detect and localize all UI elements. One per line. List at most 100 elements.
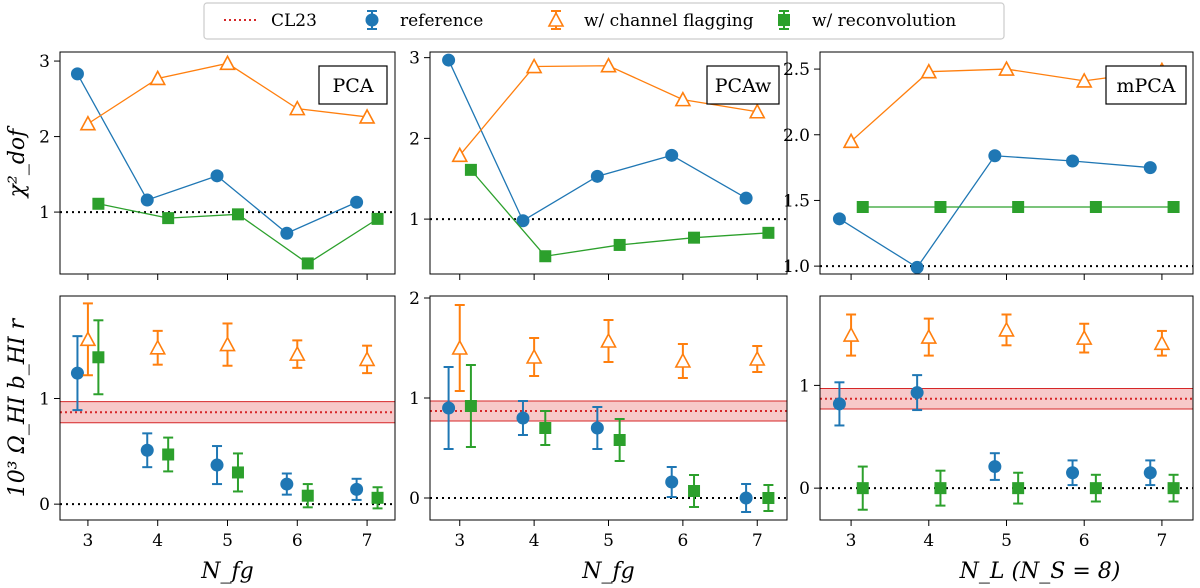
point-reconvolution xyxy=(613,434,626,446)
panel-pca-omega: 3 4 5 6 7 0 1 N_fg 10³ Ω_HI b_HI r xyxy=(5,295,396,584)
point-reconvolution xyxy=(934,482,947,495)
point-reference xyxy=(280,226,294,240)
point-reconvolution xyxy=(688,485,701,497)
y-axis-label: 10³ Ω_HI b_HI r xyxy=(5,317,30,497)
point-flagging xyxy=(288,345,306,361)
legend-label-reference: reference xyxy=(400,11,483,31)
point-reference xyxy=(210,458,224,472)
point-reconvolution xyxy=(464,400,477,412)
x-tick-label: 3 xyxy=(846,531,857,551)
series-reference xyxy=(832,149,1157,274)
point-reconvolution xyxy=(1089,482,1102,495)
point-reference xyxy=(665,148,679,162)
point-reference xyxy=(665,475,679,489)
point-flagging xyxy=(525,348,543,364)
y-tick-label: 1.0 xyxy=(783,257,810,277)
y-tick-label: 2.5 xyxy=(783,60,810,80)
point-reference xyxy=(1143,466,1157,480)
y-tick-label: 2 xyxy=(409,289,420,309)
point-flagging xyxy=(600,57,617,73)
point-reference xyxy=(1066,466,1080,480)
point-flagging xyxy=(842,326,860,342)
panel-label: mPCA xyxy=(1116,75,1175,97)
x-tick-label: 6 xyxy=(292,531,303,551)
point-reconvolution xyxy=(162,448,175,461)
point-reconvolution xyxy=(762,492,775,504)
panel-label-box xyxy=(1105,65,1187,105)
point-reference xyxy=(910,260,924,274)
y-tick-label: 2 xyxy=(409,129,420,149)
point-flagging xyxy=(920,328,938,344)
point-flagging xyxy=(1075,72,1093,88)
panel-label: PCAw xyxy=(715,75,772,97)
point-reconvolution xyxy=(856,201,869,214)
point-flagging xyxy=(288,99,306,116)
panel-pcaw-chi2: 1 2 3 PCAw xyxy=(409,49,788,280)
point-flagging xyxy=(1153,334,1171,351)
y-tick-label: 0 xyxy=(39,495,50,515)
y-tick-label: 1 xyxy=(39,389,50,409)
point-reconvolution xyxy=(92,197,105,210)
x-tick-label: 5 xyxy=(1001,531,1012,551)
point-reference xyxy=(1143,161,1157,175)
legend-flagging-marker xyxy=(547,10,565,30)
point-reconvolution xyxy=(301,489,314,502)
series-reconvolution xyxy=(464,364,775,512)
point-reference xyxy=(590,169,604,183)
panel-mpca-chi2: 1.0 1.5 2.0 2.5 mPCA xyxy=(783,51,1194,280)
point-reconvolution xyxy=(231,466,244,479)
y-tick-label: 1 xyxy=(799,376,810,396)
point-flagging xyxy=(998,60,1015,76)
x-tick-label: 3 xyxy=(454,531,465,551)
x-tick-label: 5 xyxy=(222,531,233,551)
x-tick-label: 4 xyxy=(529,531,540,551)
legend-label-reconvolution: w/ reconvolution xyxy=(812,11,956,31)
series-reconvolution xyxy=(92,197,384,270)
legend-reference-symbol xyxy=(365,13,379,27)
point-reconvolution xyxy=(231,208,244,221)
series-reconvolution xyxy=(856,465,1180,511)
point-reference xyxy=(1066,154,1080,168)
point-reconvolution xyxy=(92,351,105,364)
point-reference xyxy=(516,214,530,228)
point-reference xyxy=(910,386,924,400)
point-reconvolution xyxy=(1167,482,1180,495)
point-flagging xyxy=(149,69,167,86)
point-reference xyxy=(832,212,846,226)
series-reference xyxy=(442,53,753,228)
y-tick-label: 3 xyxy=(409,49,420,69)
series-reconvolution xyxy=(464,163,775,263)
y-tick-label: 2.0 xyxy=(783,126,810,146)
y-axis-label: χ²_dof xyxy=(5,125,30,199)
point-flagging xyxy=(149,339,167,355)
series-reconvolution xyxy=(92,319,384,510)
point-reconvolution xyxy=(539,250,552,263)
point-reconvolution xyxy=(688,231,701,244)
point-reference xyxy=(442,401,456,415)
point-reconvolution xyxy=(1089,201,1102,214)
y-tick-label: 1 xyxy=(39,203,50,223)
point-reference xyxy=(140,443,154,457)
point-flagging xyxy=(842,132,860,149)
point-reference xyxy=(832,397,846,411)
point-reconvolution xyxy=(1012,482,1025,495)
point-reconvolution xyxy=(934,201,947,214)
series-reconvolution xyxy=(856,201,1180,214)
point-reconvolution xyxy=(1167,201,1180,214)
point-reference xyxy=(350,482,364,496)
point-flagging xyxy=(219,335,236,352)
point-reconvolution xyxy=(856,482,869,495)
x-tick-label: 7 xyxy=(752,531,763,551)
point-reference xyxy=(350,195,364,209)
point-flagging xyxy=(79,115,97,131)
point-flagging xyxy=(748,350,766,366)
point-reference xyxy=(70,67,84,81)
y-tick-label: 1.5 xyxy=(783,191,810,211)
point-flagging xyxy=(920,63,938,79)
x-tick-label: 6 xyxy=(1079,531,1090,551)
series-flagging xyxy=(451,304,766,392)
point-flagging xyxy=(79,330,97,347)
point-reconvolution xyxy=(301,257,314,270)
point-reconvolution xyxy=(162,212,175,225)
